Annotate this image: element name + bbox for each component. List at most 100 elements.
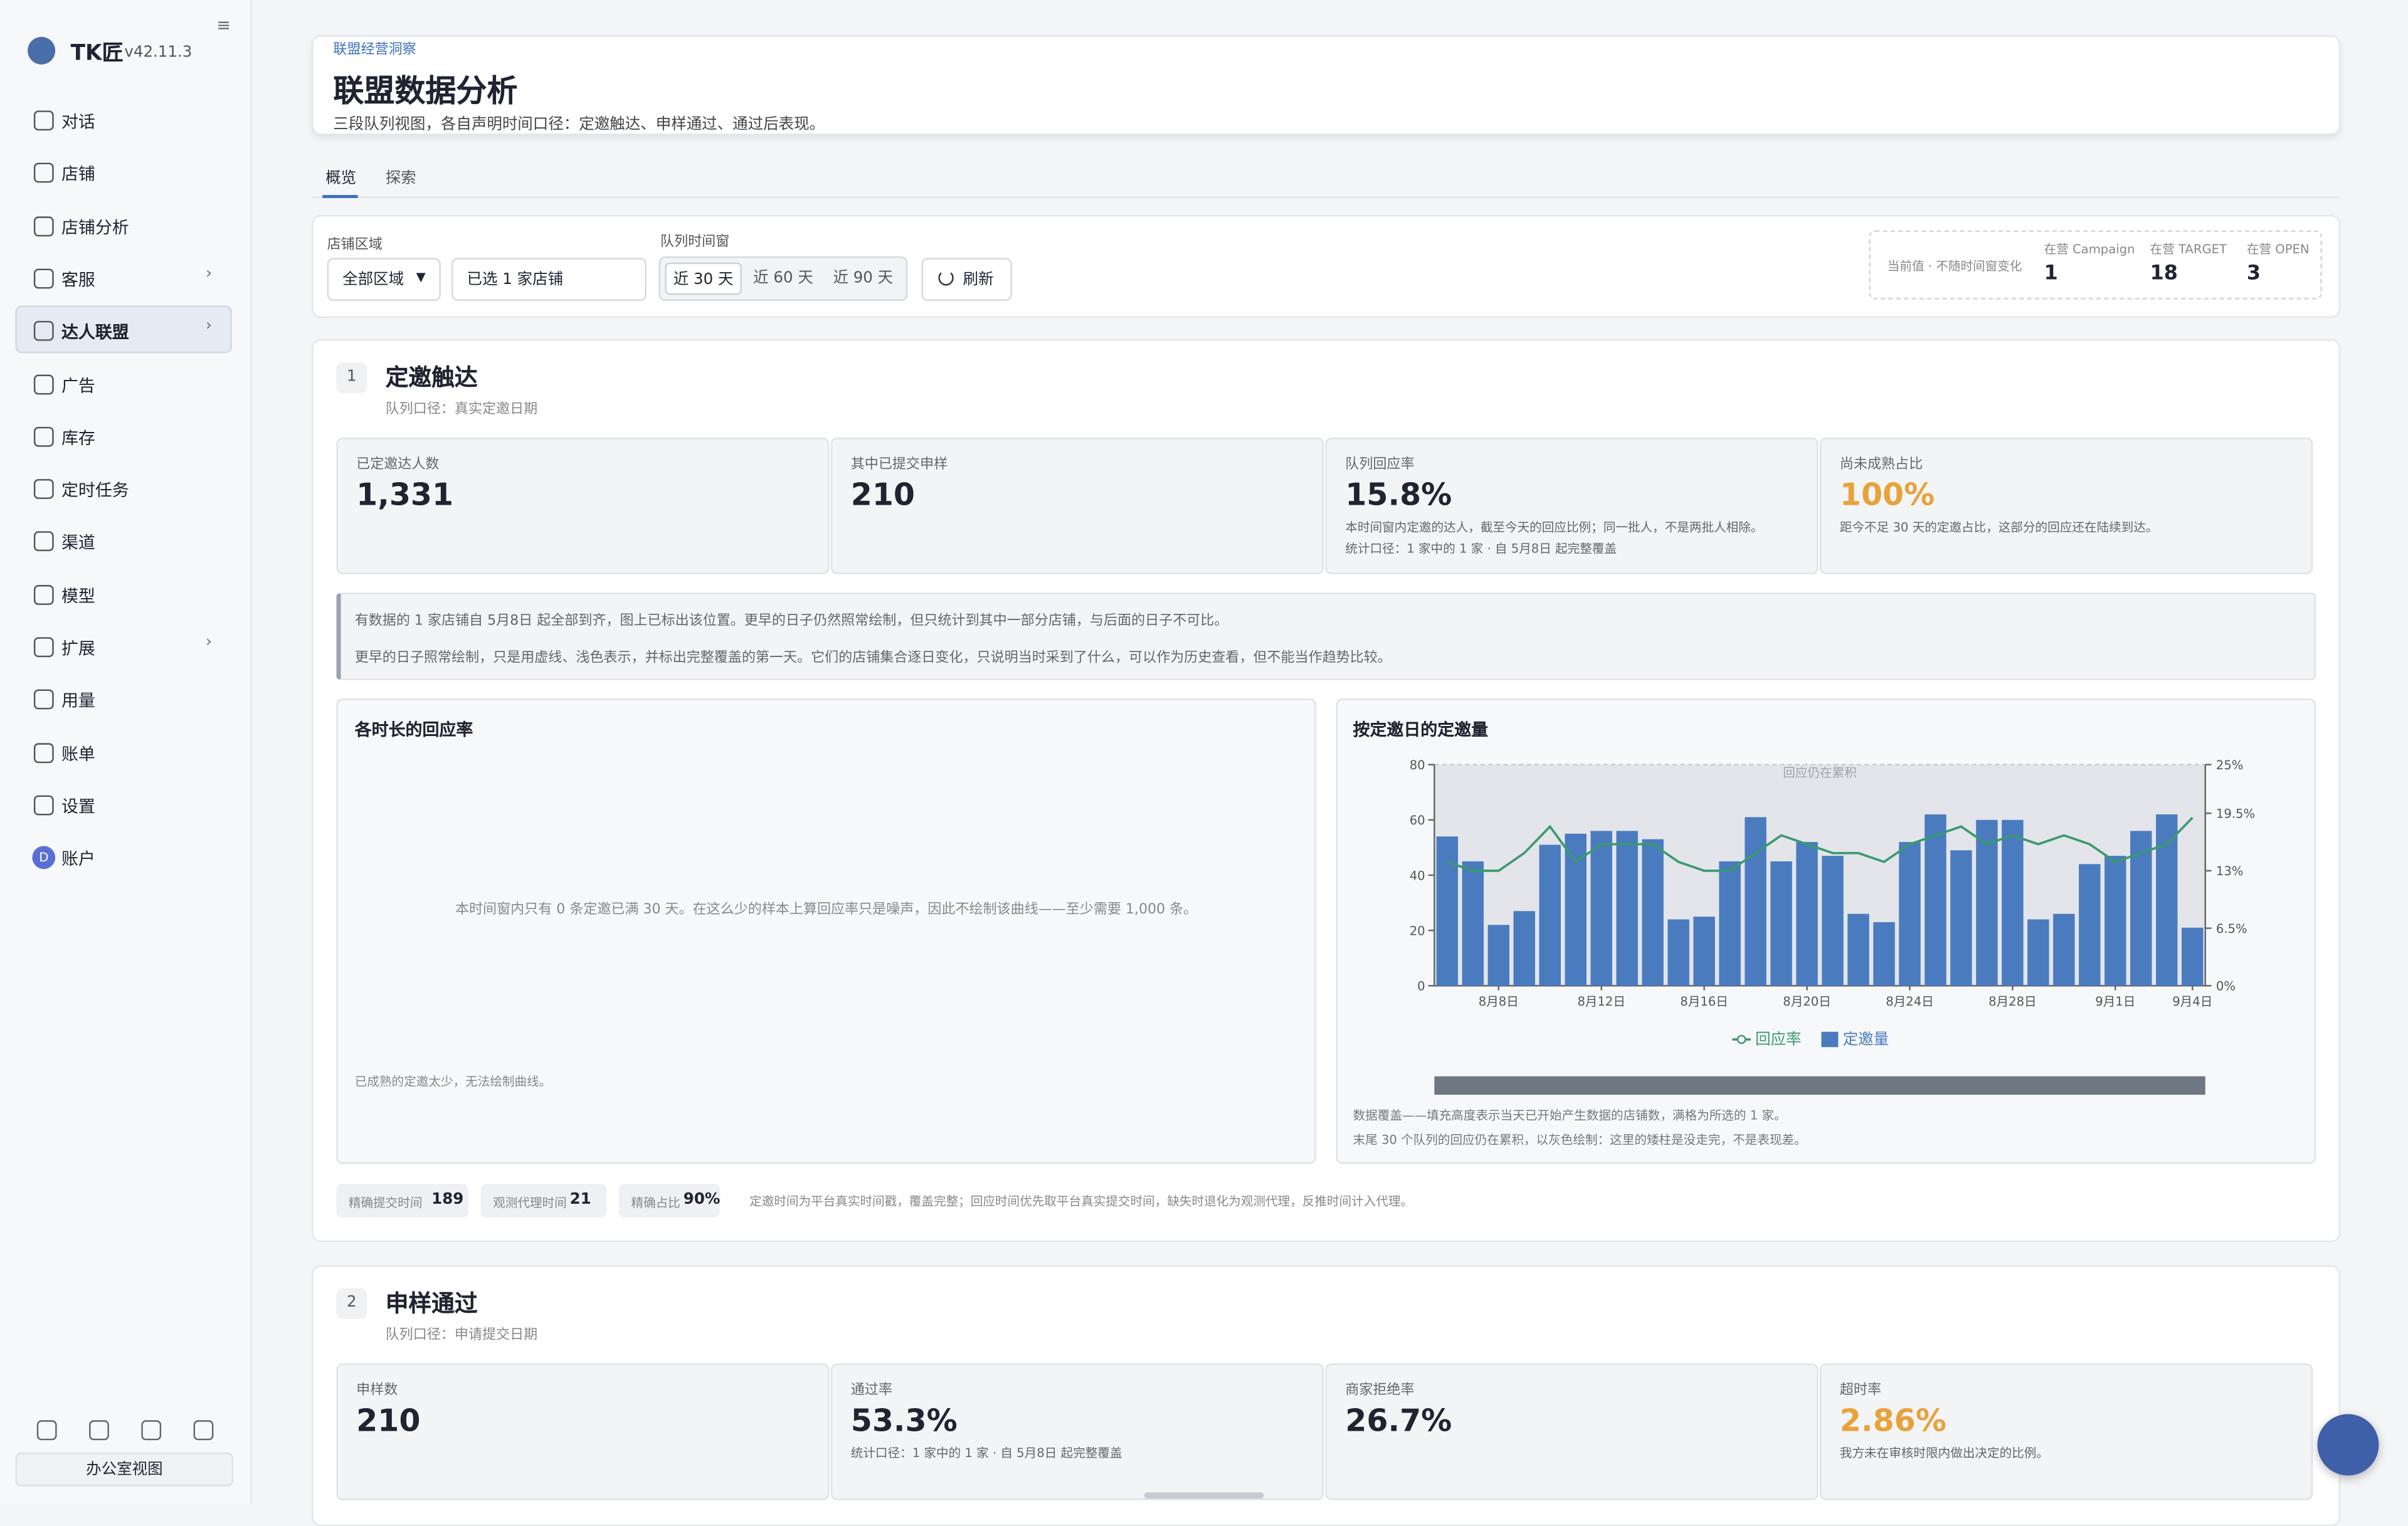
kpi-card [1325,1363,1819,1500]
badge [336,1184,468,1218]
header-card [312,35,2341,135]
live-label: 在营 OPEN [2246,242,2310,256]
filter-label: 店铺区域 [327,238,383,254]
notice-text: 有数据的 1 家店铺自 5月8日 起全部到齐，图上已标出该位置。更早的日子仍然照… [354,614,1228,630]
section-footnote: 定邀时间为平台真实时间戳，覆盖完整；回应时间优先取平台真实提交时间，缺失时退化为… [749,1194,1413,1209]
footer-button[interactable]: 办公室视图 [15,1452,234,1487]
version: v42.11.3 [124,45,193,61]
nav-icon [33,637,54,658]
nav-item[interactable]: 客服 [61,270,95,290]
tab-underline [322,195,358,198]
eyebrow: 联盟经营洞察 [333,43,416,59]
help-button[interactable] [2317,1414,2379,1476]
page-title: 联盟数据分析 [333,72,518,109]
footer-icon[interactable] [36,1420,57,1441]
window-option[interactable]: 近 30 天 [665,262,742,295]
badge-label: 观测代理时间 [493,1196,567,1210]
nav-item[interactable]: 渠道 [61,533,95,554]
kpi-note: 统计口径：1 家中的 1 家 · 自 5月8日 起完整覆盖 [850,1446,1122,1460]
empty-message: 本时间窗内只有 0 条定邀已满 30 天。在这么少的样本上算回应率只是噪声，因此… [455,903,1198,918]
footer-icon[interactable] [141,1420,162,1441]
nav-item[interactable]: 扩展 [61,638,95,659]
nav-item[interactable]: 对话 [61,112,95,132]
refresh-button[interactable]: 刷新 [921,258,1012,302]
sidebar [0,0,252,1505]
chart-note: 数据覆盖——填充高度表示当天已开始产生数据的店铺数，满格为所选的 1 家。 [1353,1108,1787,1123]
live-value: 3 [2246,262,2261,286]
select[interactable]: 已选 1 家店铺 [452,258,647,302]
notice-text: 更早的日子照常绘制，只是用虚线、浅色表示，并标出完整覆盖的第一天。它们的店铺集合… [354,651,1391,666]
kpi-value: 210 [850,476,915,513]
badge-value: 90% [683,1191,721,1209]
nav-icon [33,795,54,816]
section-index: 1 [336,362,367,393]
live-value: 1 [2044,262,2058,286]
nav-icon [33,374,54,394]
live-label: 在营 Campaign [2044,242,2135,256]
section-index: 2 [336,1288,367,1319]
filter-card [312,214,2341,318]
kpi-note: 我方未在审核时限内做出决定的比例。 [1839,1446,2049,1460]
nav-item[interactable]: 广告 [61,375,95,396]
panel [1336,698,2316,1164]
nav-item[interactable]: 库存 [61,428,95,448]
kpi-card [1820,1363,2313,1500]
page-subtitle: 三段队列视图，各自声明时间口径：定邀触达、申样通过、通过后表现。 [333,117,825,134]
kpi-note: 统计口径：1 家中的 1 家 · 自 5月8日 起完整覆盖 [1345,542,1617,556]
live-label: 在营 TARGET [2150,242,2227,256]
window-option[interactable]: 近 60 天 [753,270,813,287]
chart-title: 按定邀日的定邀量 [1353,720,1489,740]
scrollbar [1144,1492,1264,1499]
nav-item[interactable]: 账单 [61,744,95,764]
badge [480,1184,607,1218]
kpi-value: 2.86% [1839,1401,1946,1439]
nav-item[interactable]: 设置 [61,796,95,817]
nav-item[interactable]: 模型 [61,586,95,606]
tab[interactable]: 探索 [385,170,416,187]
nav-icon [33,110,54,131]
nav-item[interactable]: 店铺 [61,164,95,185]
badge-label: 精确占比 [631,1196,680,1210]
kpi-label: 尚未成熟占比 [1839,457,1923,473]
kpi-label: 其中已提交申样 [850,457,948,473]
nav-icon [33,584,54,605]
refresh-icon [938,270,954,286]
nav-icon [33,690,54,710]
kpi-label: 队列回应率 [1345,457,1415,473]
live-note: 当前值 · 不随时间窗变化 [1887,259,2022,273]
nav-item[interactable]: 达人联盟 [61,322,129,343]
nav-icon [33,479,54,500]
kpi-card [1325,437,1819,574]
nav-icon [33,268,54,289]
nav-chevron: › [206,318,212,335]
footer-icon[interactable] [89,1420,109,1441]
badge-label: 精确提交时间 [348,1196,423,1210]
kpi-note: 本时间窗内定邀的达人，截至今天的回应比例；同一批人，不是两批人相除。 [1345,520,1763,535]
filter-label: 队列时间窗 [660,234,730,251]
nav-chevron: › [206,265,212,283]
nav-item[interactable]: 用量 [61,691,95,712]
kpi-value: 15.8% [1345,476,1452,513]
kpi-card [336,437,830,574]
collapse-button[interactable]: ≡ [216,15,231,36]
window-option[interactable]: 近 90 天 [833,270,894,287]
kpi-card [336,1363,830,1500]
footer-icon[interactable] [193,1420,214,1441]
section-title: 定邀触达 [385,364,478,392]
nav-item[interactable]: 账户 [61,849,95,870]
kpi-card [830,437,1324,574]
select[interactable]: 全部区域 [327,258,441,302]
nav-icon [33,216,54,236]
live-value: 18 [2150,262,2178,286]
kpi-value: 26.7% [1345,1401,1452,1439]
logo [28,36,56,65]
kpi-label: 超时率 [1839,1383,1882,1399]
nav-item[interactable]: 店铺分析 [61,217,129,238]
nav-item[interactable]: 定时任务 [61,480,129,501]
avatar: D [32,846,56,870]
notice [336,592,2316,680]
tab[interactable]: 概览 [325,170,357,187]
nav-icon [33,163,54,184]
nav-icon [33,532,54,552]
